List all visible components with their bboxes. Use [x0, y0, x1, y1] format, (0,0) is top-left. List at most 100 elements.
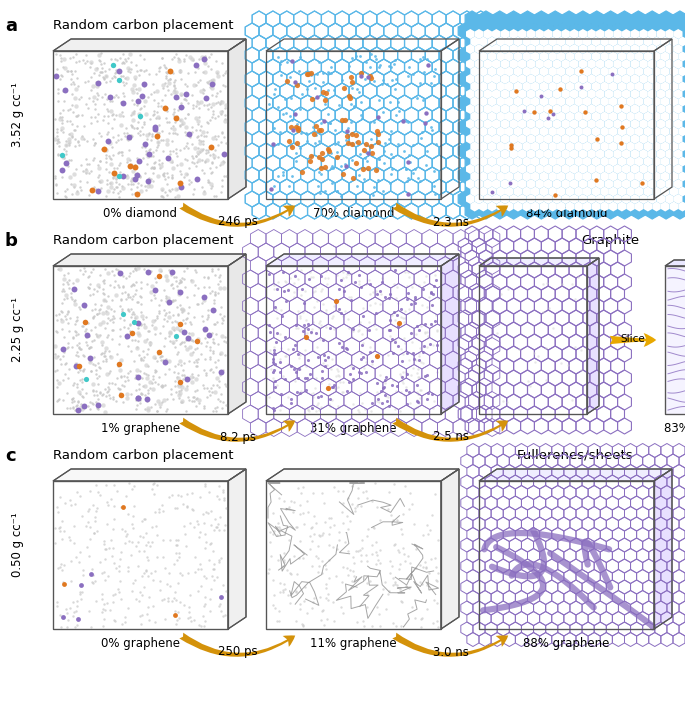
Polygon shape	[294, 131, 308, 147]
Point	[178, 143, 189, 154]
Point	[78, 366, 89, 377]
Polygon shape	[479, 179, 493, 195]
Polygon shape	[294, 107, 308, 123]
Polygon shape	[574, 52, 583, 62]
Point	[188, 189, 199, 200]
Point	[86, 342, 97, 353]
Point	[391, 381, 402, 392]
Point	[158, 145, 169, 156]
Polygon shape	[631, 194, 639, 204]
Point	[123, 508, 134, 520]
Point	[155, 62, 166, 73]
Point	[66, 154, 77, 165]
Point	[205, 63, 216, 74]
Point	[208, 574, 219, 586]
Point	[390, 539, 401, 550]
Point	[371, 547, 382, 558]
Polygon shape	[266, 155, 280, 171]
Polygon shape	[645, 179, 659, 195]
Point	[109, 53, 120, 65]
Point	[411, 92, 422, 104]
Point	[173, 392, 184, 403]
Point	[155, 100, 166, 111]
FancyArrowPatch shape	[393, 632, 508, 657]
Point	[138, 54, 149, 65]
Point	[91, 389, 102, 401]
Polygon shape	[425, 119, 439, 135]
Point	[416, 133, 427, 144]
Point	[334, 337, 345, 349]
Point	[399, 390, 410, 401]
Polygon shape	[669, 142, 678, 152]
Polygon shape	[527, 149, 535, 159]
Polygon shape	[514, 71, 527, 87]
Point	[269, 348, 280, 359]
Point	[153, 63, 164, 74]
Point	[141, 609, 152, 620]
Point	[84, 357, 95, 368]
Point	[219, 115, 230, 126]
Point	[88, 155, 99, 166]
Point	[331, 370, 342, 381]
Point	[412, 307, 423, 318]
Point	[66, 499, 77, 510]
Point	[269, 526, 279, 537]
Point	[123, 289, 134, 300]
Point	[100, 342, 111, 354]
Polygon shape	[576, 155, 590, 171]
Point	[303, 405, 314, 416]
Point	[214, 369, 225, 381]
Polygon shape	[488, 52, 497, 62]
Point	[122, 374, 133, 386]
Polygon shape	[540, 142, 548, 152]
Point	[352, 325, 363, 337]
Point	[88, 378, 99, 389]
Polygon shape	[570, 104, 579, 114]
Point	[49, 538, 60, 549]
Polygon shape	[678, 52, 685, 62]
Point	[314, 187, 325, 199]
Polygon shape	[501, 44, 510, 54]
Point	[209, 558, 220, 569]
Point	[347, 77, 358, 88]
Point	[129, 574, 140, 585]
Point	[195, 145, 206, 156]
Point	[180, 384, 191, 395]
Point	[362, 162, 373, 174]
Point	[305, 531, 316, 542]
Polygon shape	[314, 191, 328, 207]
Point	[400, 580, 411, 591]
Point	[113, 65, 124, 77]
Point	[133, 296, 144, 308]
Polygon shape	[673, 179, 685, 195]
Point	[118, 97, 129, 108]
Point	[220, 80, 231, 91]
Polygon shape	[557, 111, 566, 121]
Point	[116, 501, 127, 513]
Point	[186, 318, 197, 330]
Point	[145, 336, 155, 347]
Point	[172, 534, 183, 545]
Point	[208, 297, 219, 308]
Point	[203, 386, 214, 397]
Point	[357, 398, 368, 409]
Point	[211, 133, 222, 145]
Point	[199, 130, 210, 141]
Point	[132, 561, 143, 572]
Polygon shape	[439, 167, 453, 183]
Point	[199, 50, 210, 62]
Point	[415, 385, 426, 396]
Polygon shape	[488, 36, 497, 47]
Point	[269, 180, 279, 191]
Point	[285, 111, 296, 122]
Point	[181, 129, 192, 140]
Point	[432, 535, 443, 546]
Point	[199, 332, 210, 343]
Point	[351, 50, 362, 62]
Point	[114, 565, 125, 576]
Point	[408, 518, 419, 530]
Point	[349, 101, 360, 112]
Point	[426, 318, 437, 329]
Point	[184, 51, 195, 62]
Point	[113, 146, 124, 157]
